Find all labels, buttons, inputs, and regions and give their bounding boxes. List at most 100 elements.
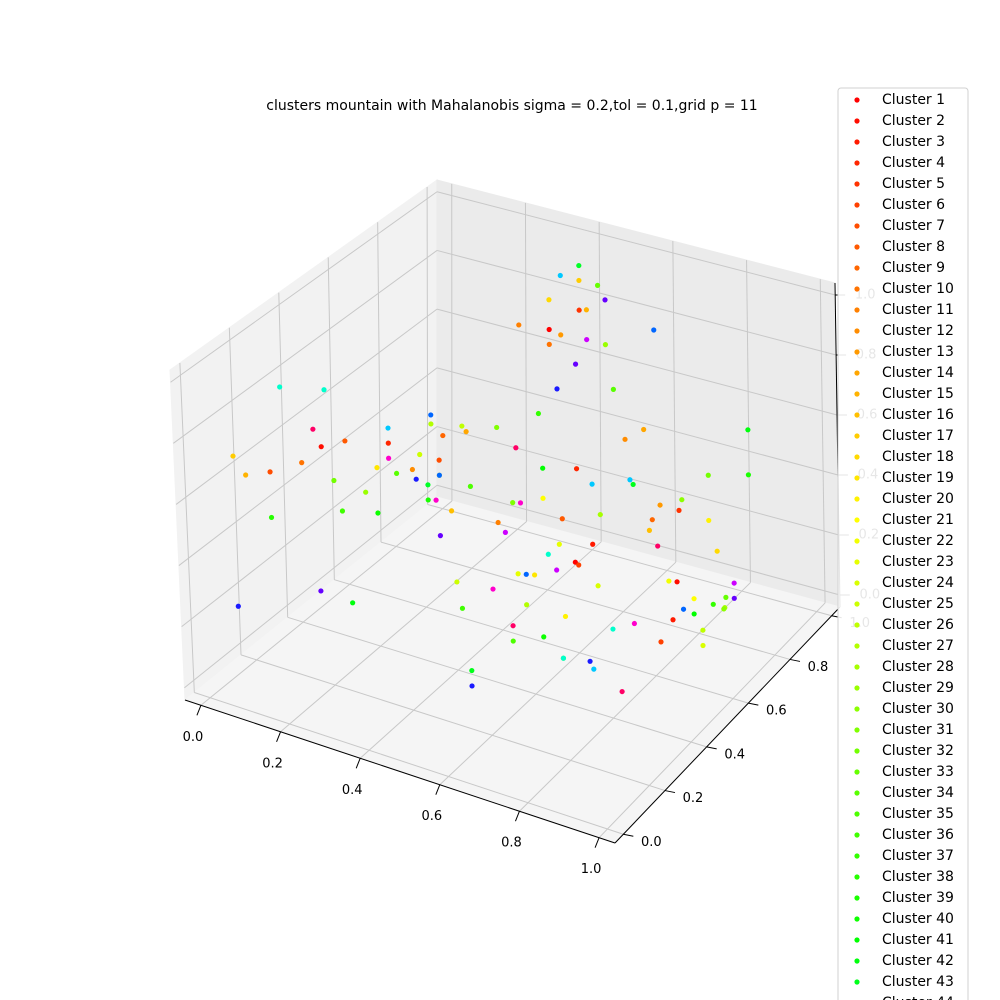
point [610,626,616,632]
legend-label: Cluster 22 [882,533,954,549]
grid-line [436,308,838,416]
grid-line [228,327,242,655]
tick-label: 0.6 [421,809,442,824]
point [641,426,647,433]
point [469,683,475,689]
legend-marker [854,748,860,754]
point [700,627,706,633]
legend-label: Cluster 27 [882,638,954,654]
grid-line [334,579,749,704]
grid-line [524,202,528,522]
point [454,579,460,585]
legend-label: Cluster 12 [882,323,954,339]
legend-label: Cluster 41 [882,932,954,948]
point [721,606,727,612]
grid-line [426,187,429,505]
legend-marker [854,286,860,292]
point [523,571,529,577]
point [515,571,521,577]
legend-marker [854,958,860,964]
legend-label: Cluster 11 [882,302,954,318]
legend-marker [854,97,860,103]
point [417,451,423,458]
grid-line [436,484,840,596]
grid-line [181,426,438,628]
axis-line [614,606,841,844]
point [386,455,392,461]
point [502,529,508,535]
grid-line [173,250,438,444]
grid-line [359,541,602,759]
point [630,481,636,488]
point [573,466,580,472]
legend-marker [854,454,860,460]
point [235,603,241,609]
legend-marker [854,811,860,817]
point [524,602,530,608]
legend-marker [854,538,860,544]
point [350,600,356,606]
tick-label: 1.0 [581,862,602,877]
point [531,572,538,578]
point [723,594,729,600]
point [705,472,711,478]
point [375,510,381,516]
legend-label: Cluster 7 [882,218,945,234]
legend-marker [854,559,860,565]
point [655,543,661,549]
legend-label: Cluster 5 [882,176,945,192]
point [572,361,579,367]
legend-marker [854,265,860,271]
point [576,562,582,568]
legend-marker [854,916,860,922]
point [540,465,546,471]
point [541,634,547,640]
point [363,489,369,495]
tick-mark [196,705,202,716]
grid-line [280,521,527,733]
legend-marker [854,895,860,901]
point [535,410,542,417]
legend-marker [854,160,860,166]
grid-line [184,484,438,689]
point [674,579,680,585]
point [627,477,633,483]
point [558,332,564,338]
point [448,508,455,514]
point [554,386,560,392]
point [714,548,720,554]
grid-line [200,500,453,706]
legend-marker [854,643,860,649]
point [670,617,676,623]
point [559,516,565,522]
point [610,386,617,392]
grid-line [179,362,195,693]
point [631,620,638,627]
point [277,384,283,390]
point [657,502,663,508]
legend-marker [854,370,860,376]
legend-label: Cluster 42 [882,953,954,969]
point [546,341,552,347]
legend-marker [854,118,860,124]
legend-marker [854,139,860,145]
point [591,666,597,672]
point [602,342,609,348]
legend-label: Cluster 23 [882,554,954,570]
point [510,638,516,644]
legend-label: Cluster 21 [882,512,954,528]
legend-label: Cluster 40 [882,911,954,927]
legend-label: Cluster 9 [882,260,945,276]
point [393,470,400,477]
point [425,482,431,488]
point [576,262,582,269]
tick-mark [276,731,282,742]
legend-marker [854,979,860,985]
point [691,611,697,617]
legend-label: Cluster 43 [882,974,954,990]
tick-mark [664,790,676,794]
point [230,453,236,459]
legend-label: Cluster 32 [882,743,954,759]
point [691,596,697,602]
legend-marker [854,181,860,187]
